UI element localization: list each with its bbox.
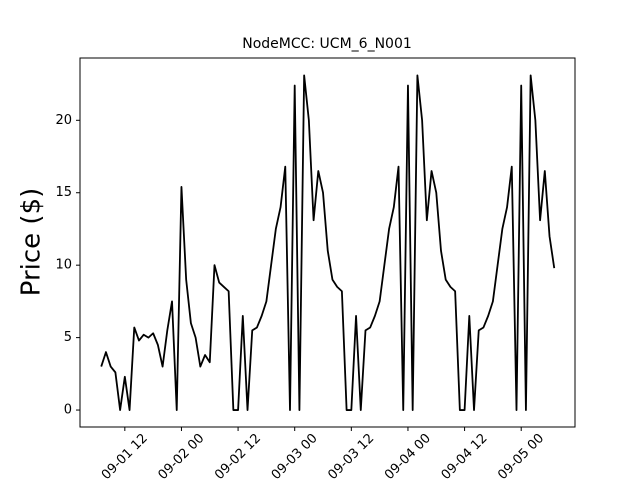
plot-frame [79,57,576,428]
y-tick-label: 5 [64,330,72,345]
y-tick-label: 10 [55,258,72,273]
y-axis-label: Price ($) [17,188,47,297]
y-tick-label: 15 [55,185,72,200]
price-line [100,74,556,411]
y-tick-label: 20 [55,113,72,128]
y-tick-label: 0 [64,403,72,418]
chart-title: NodeMCC: UCM_6_N001 [242,36,412,52]
